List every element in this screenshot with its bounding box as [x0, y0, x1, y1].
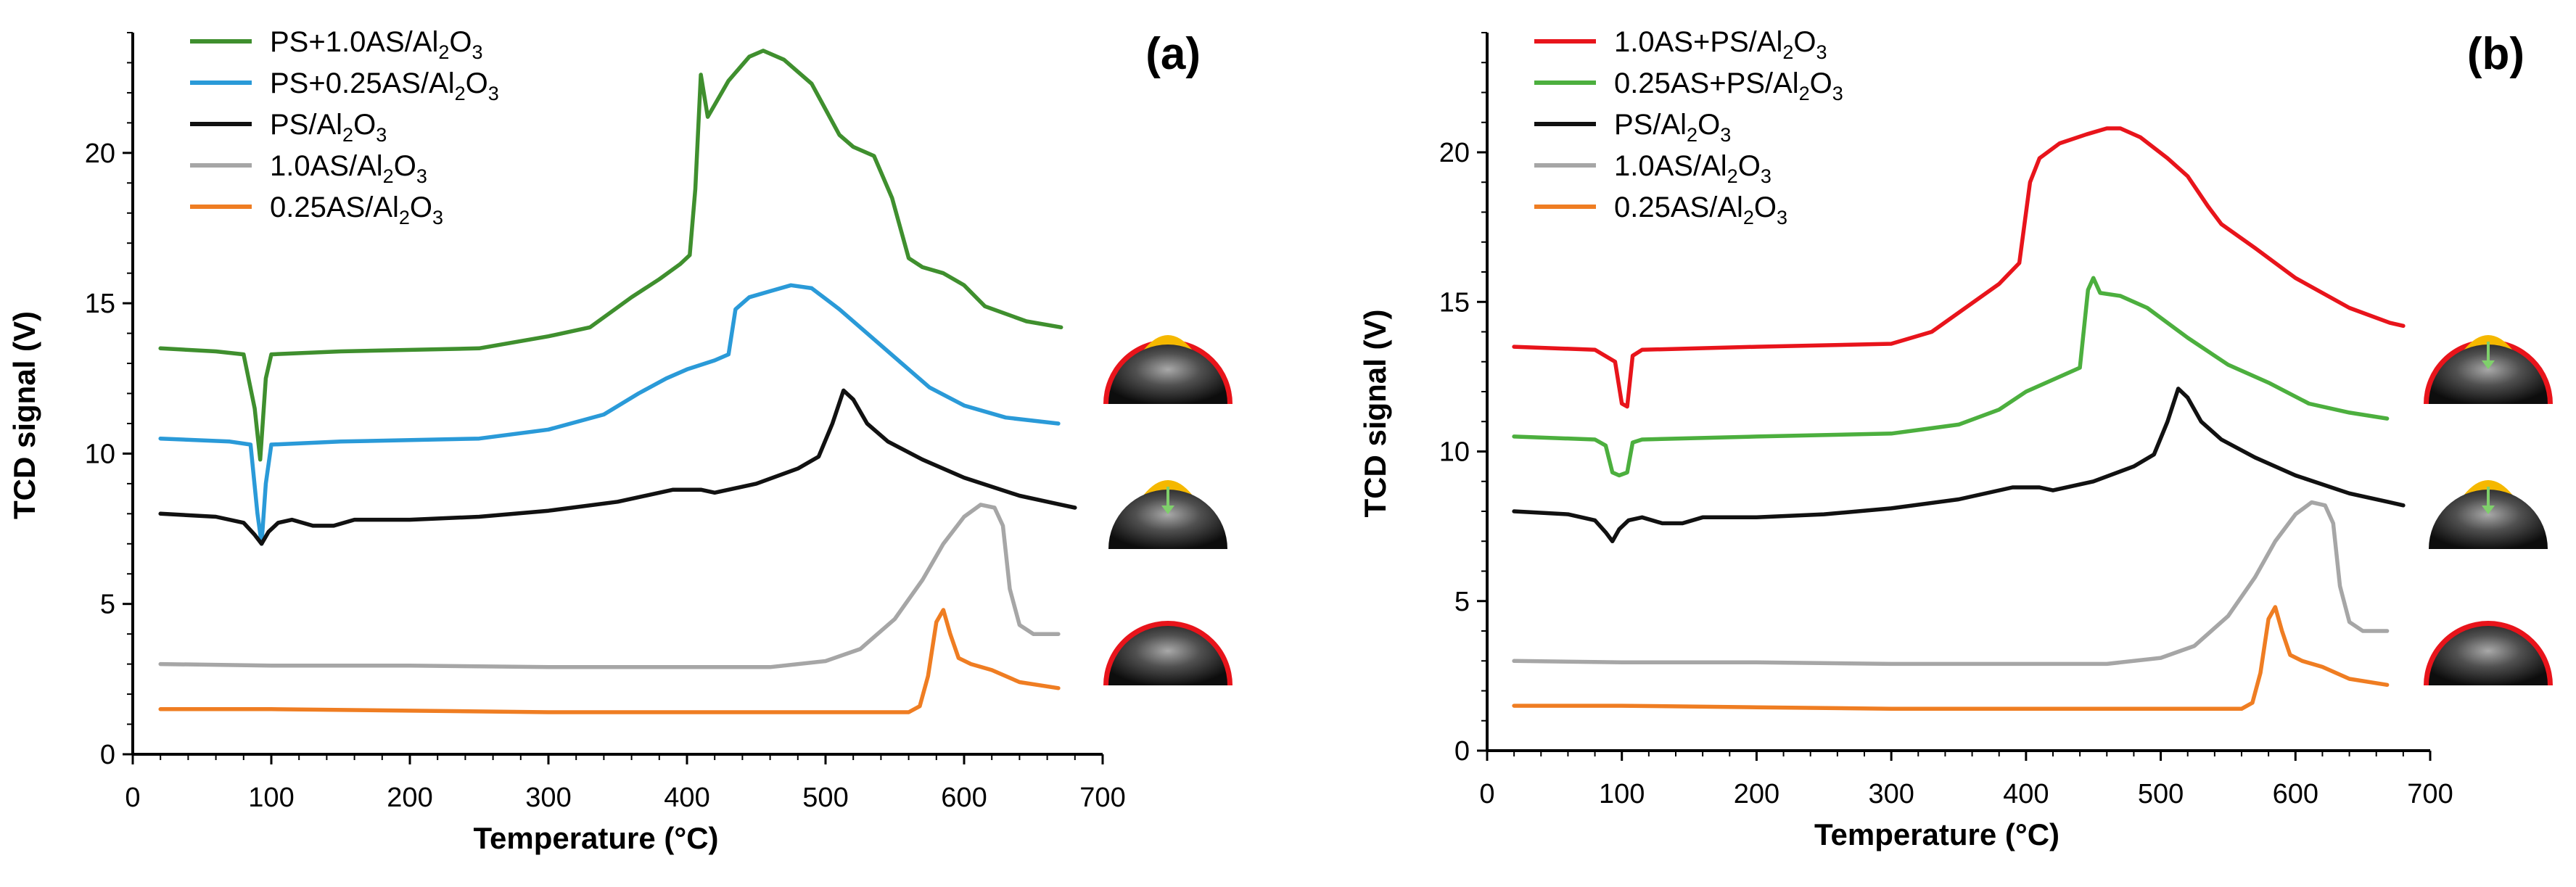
x-tick-label: 600	[2273, 779, 2318, 809]
y-tick-label: 0	[1454, 736, 1470, 767]
x-tick-label: 100	[1599, 779, 1645, 809]
x-axis-title: Temperature (°C)	[1814, 817, 2059, 851]
particle-cap-with-arrow-icon	[1108, 480, 1227, 549]
x-tick-label: 300	[525, 783, 571, 813]
y-tick-label: 10	[85, 439, 115, 469]
y-axis-title: TCD signal (V)	[7, 311, 41, 519]
x-tick-label: 600	[941, 783, 987, 813]
legend-entry: 0.25AS/Al2O3	[270, 191, 443, 228]
legend-entry: PS/Al2O3	[270, 109, 387, 146]
x-axis-title: Temperature (°C)	[473, 821, 718, 855]
x-tick-label: 500	[802, 783, 848, 813]
particle-shell-icon	[1103, 621, 1233, 685]
series-line	[158, 503, 1061, 669]
legend-entry: 1.0AS+PS/Al2O3	[1614, 26, 1827, 63]
y-tick-label: 20	[85, 139, 115, 169]
panel-label: (a)	[1145, 29, 1201, 79]
series-line	[1512, 387, 2406, 544]
x-tick-label: 0	[1479, 779, 1494, 809]
series-line	[1512, 126, 2406, 409]
x-tick-label: 0	[125, 783, 140, 813]
x-tick-label: 700	[2407, 779, 2453, 809]
particle-shell-icon	[2424, 621, 2553, 685]
legend-entry: 0.25AS/Al2O3	[1614, 191, 1787, 228]
x-tick-label: 100	[248, 783, 294, 813]
x-tick-label: 700	[1079, 783, 1125, 813]
legend-entry: PS+0.25AS/Al2O3	[270, 67, 499, 104]
legend-entry: 0.25AS+PS/Al2O3	[1614, 67, 1843, 104]
legend-entry: 1.0AS/Al2O3	[270, 150, 427, 187]
y-tick-label: 5	[100, 590, 115, 620]
legend-entry: 1.0AS/Al2O3	[1614, 150, 1771, 187]
legend: PS+1.0AS/Al2O3 PS+0.25AS/Al2O3 PS/Al2O3 1.0…	[190, 26, 499, 228]
particle-shell-cap-arrow-icon	[2424, 335, 2553, 404]
particle-cap-with-arrow-icon	[2429, 480, 2548, 549]
panel-label: (b)	[2467, 29, 2524, 79]
series-line	[158, 283, 1061, 546]
y-tick-label: 15	[1439, 287, 1470, 318]
x-tick-label: 500	[2138, 779, 2184, 809]
x-tick-label: 300	[1868, 779, 1914, 809]
y-tick-label: 15	[85, 289, 115, 319]
x-tick-label: 400	[664, 783, 709, 813]
y-tick-label: 10	[1439, 437, 1470, 468]
series-line	[1512, 276, 2390, 478]
y-tick-label: 0	[100, 740, 115, 770]
y-tick-label: 5	[1454, 587, 1470, 617]
y-axis-title: TCD signal (V)	[1358, 309, 1392, 517]
series-line	[1512, 500, 2390, 667]
series-line	[158, 608, 1061, 714]
series-line	[158, 388, 1077, 546]
x-tick-label: 200	[387, 783, 432, 813]
x-tick-label: 400	[2003, 779, 2049, 809]
legend-entry: PS+1.0AS/Al2O3	[270, 26, 483, 63]
series-line	[158, 49, 1063, 462]
legend: 1.0AS+PS/Al2O3 0.25AS+PS/Al2O3 PS/Al2O3 1.0…	[1534, 26, 1843, 228]
x-tick-label: 200	[1734, 779, 1779, 809]
y-tick-label: 20	[1439, 138, 1470, 168]
particle-shell-with-cap-icon	[1103, 335, 1233, 404]
legend-entry: PS/Al2O3	[1614, 109, 1731, 146]
series-line	[1512, 605, 2390, 711]
